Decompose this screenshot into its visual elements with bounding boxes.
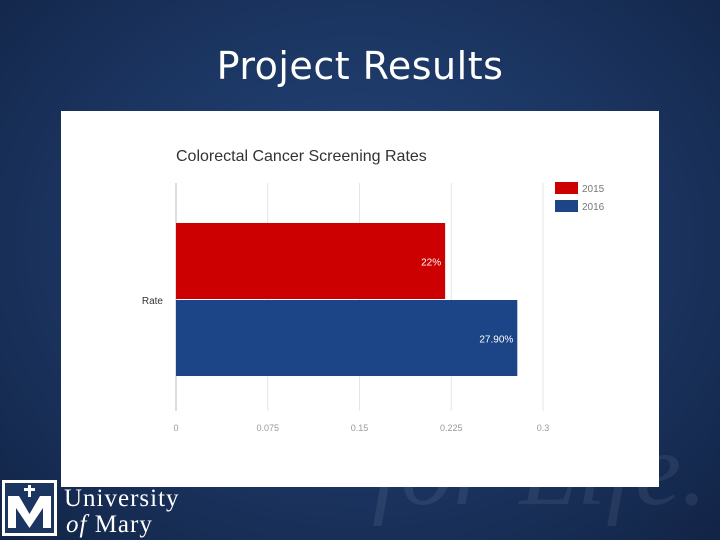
bar-2015	[176, 223, 446, 299]
bar-2016	[176, 300, 518, 376]
legend-label-2016: 2016	[582, 202, 605, 213]
university-logo: University of Mary	[0, 475, 230, 540]
legend-label-2015: 2015	[582, 184, 605, 195]
chart-title: Colorectal Cancer Screening Rates	[176, 148, 427, 165]
x-tick-label: 0.225	[440, 423, 463, 433]
x-tick-label: 0.075	[256, 423, 279, 433]
logo-line-university: University	[64, 485, 180, 512]
logo-word-of: of	[66, 511, 88, 538]
data-label-2015: 22%	[421, 258, 441, 269]
x-tick-label: 0	[173, 423, 178, 433]
chart-panel: Colorectal Cancer Screening Rates 0 0.075 0…	[61, 111, 659, 487]
university-crest-icon	[2, 480, 57, 536]
data-label-2016: 27.90%	[479, 335, 513, 346]
logo-word-mary: Mary	[94, 511, 153, 538]
slide-title: Project Results	[216, 44, 504, 88]
x-tick-label: 0.3	[537, 423, 550, 433]
logo-line-of-mary: of Mary	[66, 511, 153, 539]
legend-swatch-2015	[555, 182, 578, 194]
category-label: Rate	[142, 296, 164, 307]
bar-chart: Colorectal Cancer Screening Rates 0 0.075 0…	[142, 148, 605, 433]
x-tick-label: 0.15	[351, 423, 369, 433]
legend-swatch-2016	[555, 200, 578, 212]
